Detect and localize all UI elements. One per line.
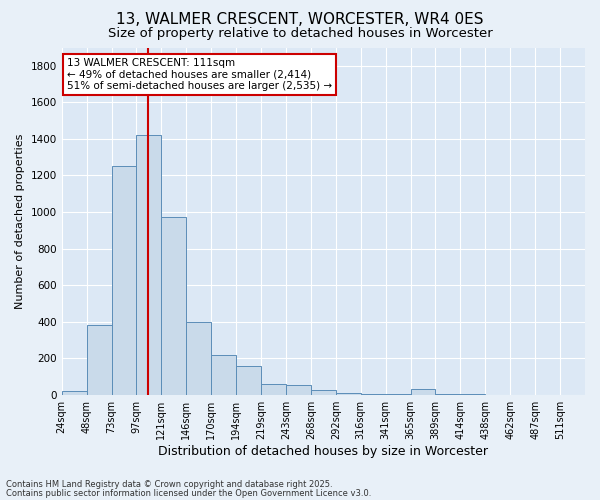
- Text: Contains public sector information licensed under the Open Government Licence v3: Contains public sector information licen…: [6, 489, 371, 498]
- Bar: [261, 384, 286, 394]
- Text: 13, WALMER CRESCENT, WORCESTER, WR4 0ES: 13, WALMER CRESCENT, WORCESTER, WR4 0ES: [116, 12, 484, 28]
- Bar: [410, 389, 436, 394]
- Bar: [136, 135, 161, 394]
- Text: Contains HM Land Registry data © Crown copyright and database right 2025.: Contains HM Land Registry data © Crown c…: [6, 480, 332, 489]
- Bar: [286, 384, 311, 394]
- Bar: [336, 393, 361, 394]
- Bar: [311, 390, 336, 394]
- Text: Size of property relative to detached houses in Worcester: Size of property relative to detached ho…: [107, 28, 493, 40]
- Bar: [62, 391, 86, 394]
- Y-axis label: Number of detached properties: Number of detached properties: [15, 134, 25, 309]
- Bar: [186, 322, 211, 394]
- Bar: [86, 326, 112, 394]
- Text: 13 WALMER CRESCENT: 111sqm
← 49% of detached houses are smaller (2,414)
51% of s: 13 WALMER CRESCENT: 111sqm ← 49% of deta…: [67, 58, 332, 91]
- Bar: [112, 166, 136, 394]
- X-axis label: Distribution of detached houses by size in Worcester: Distribution of detached houses by size …: [158, 444, 488, 458]
- Bar: [161, 218, 186, 394]
- Bar: [211, 354, 236, 395]
- Bar: [236, 366, 261, 394]
